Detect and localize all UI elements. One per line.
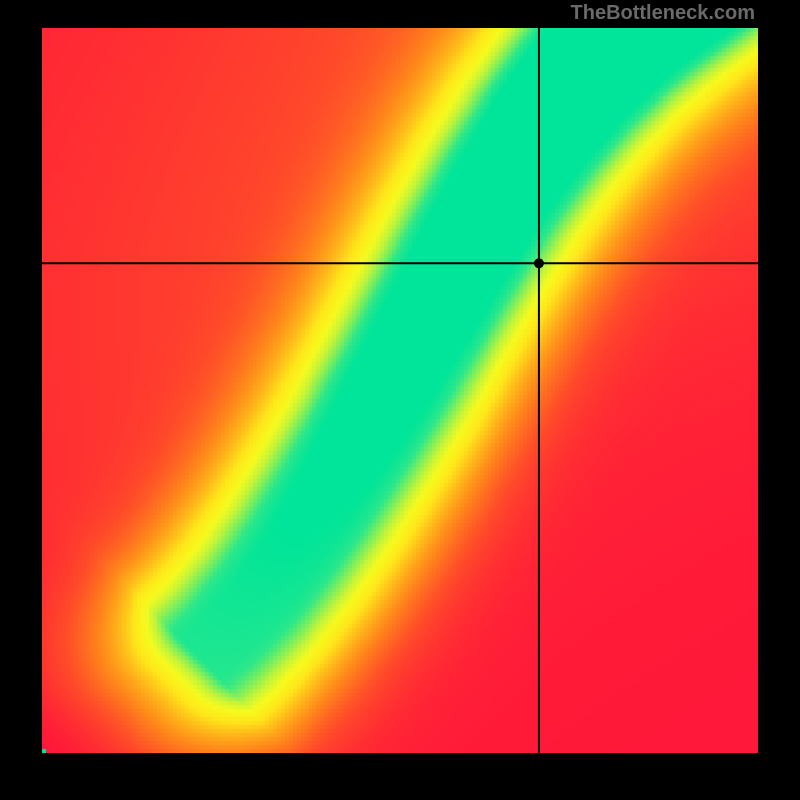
watermark-text: TheBottleneck.com — [571, 2, 755, 25]
crosshair-overlay — [42, 28, 758, 753]
page-root: { "watermark": { "text": "TheBottleneck.… — [0, 0, 800, 800]
plot-area — [42, 28, 758, 753]
crosshair-marker — [534, 258, 544, 268]
